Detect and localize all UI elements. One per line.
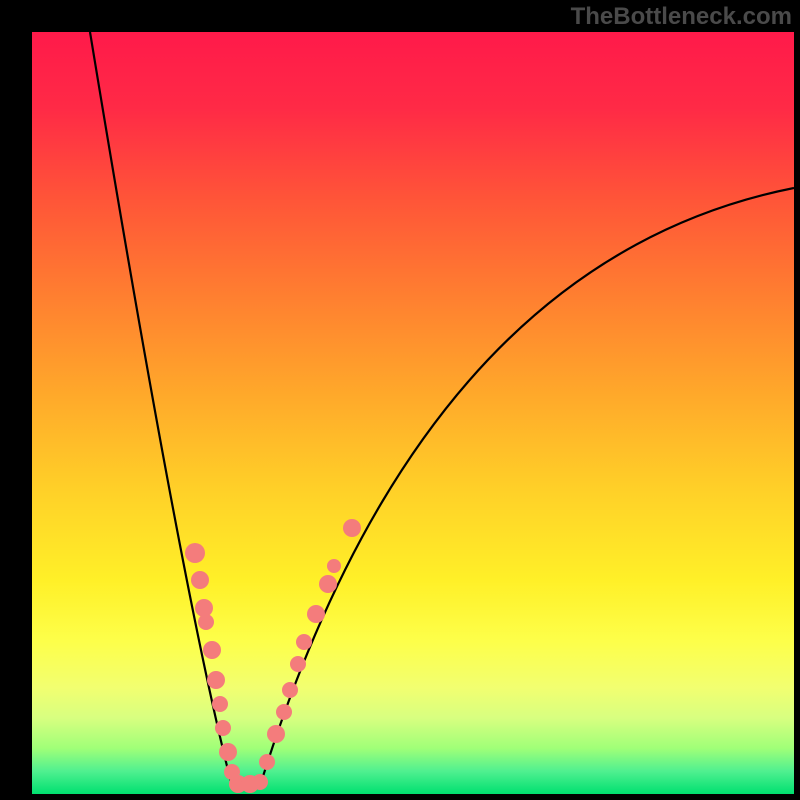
data-marker bbox=[207, 671, 225, 689]
data-marker bbox=[319, 575, 337, 593]
data-marker bbox=[185, 543, 205, 563]
frame-right bbox=[794, 0, 800, 800]
data-marker bbox=[215, 720, 231, 736]
data-marker bbox=[198, 614, 214, 630]
data-marker bbox=[343, 519, 361, 537]
data-marker bbox=[252, 774, 268, 790]
data-marker bbox=[219, 743, 237, 761]
data-marker bbox=[212, 696, 228, 712]
chart-container: TheBottleneck.com bbox=[0, 0, 800, 800]
data-marker bbox=[191, 571, 209, 589]
chart-svg bbox=[32, 32, 794, 794]
frame-bottom bbox=[0, 794, 800, 800]
data-marker bbox=[290, 656, 306, 672]
frame-left bbox=[0, 0, 32, 800]
data-marker bbox=[259, 754, 275, 770]
data-marker bbox=[282, 682, 298, 698]
data-marker bbox=[267, 725, 285, 743]
data-marker bbox=[203, 641, 221, 659]
plot-area bbox=[32, 32, 794, 794]
right-curve bbox=[260, 188, 794, 786]
data-marker bbox=[327, 559, 341, 573]
data-marker bbox=[296, 634, 312, 650]
data-marker bbox=[276, 704, 292, 720]
data-marker bbox=[307, 605, 325, 623]
watermark-text: TheBottleneck.com bbox=[571, 3, 792, 31]
